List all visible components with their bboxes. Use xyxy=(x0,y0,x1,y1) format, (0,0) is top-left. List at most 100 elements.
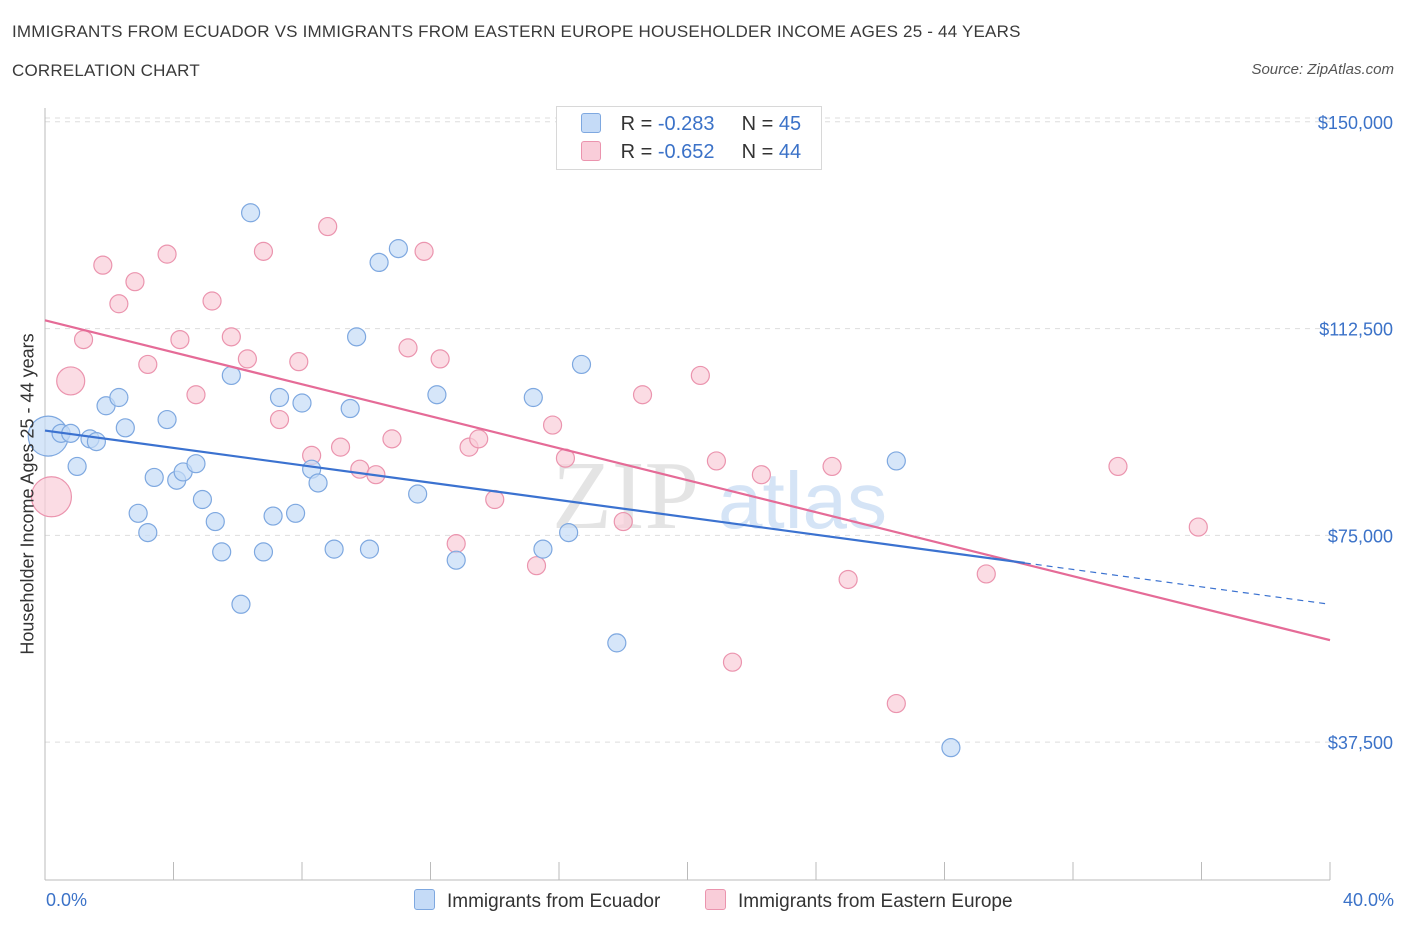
series-eastern-europe-points xyxy=(30,216,1208,714)
europe-data-point xyxy=(398,338,418,358)
europe-data-point xyxy=(822,456,842,477)
ecuador-data-point xyxy=(292,393,312,413)
europe-data-point xyxy=(221,327,241,347)
europe-data-point xyxy=(469,429,489,449)
y-tick-labels: $150,000 $112,500 $75,000 $37,500 xyxy=(1318,113,1393,753)
ecuador-data-point xyxy=(192,489,213,510)
stats-legend-row-ecuador: R = -0.283 N = 45 xyxy=(581,113,801,137)
europe-data-point xyxy=(30,476,73,518)
europe-data-point xyxy=(526,556,547,576)
ecuador-data-point xyxy=(128,503,148,523)
trend-line-ecuador xyxy=(44,429,1025,565)
r-value-europe: -0.652 xyxy=(657,141,715,163)
ecuador-data-point xyxy=(324,539,344,559)
trend-lines xyxy=(44,319,1331,642)
europe-data-point xyxy=(157,244,177,264)
ecuador-data-point xyxy=(269,387,290,408)
europe-data-point xyxy=(318,216,338,237)
ecuador-data-point xyxy=(86,432,107,452)
ecuador-data-point xyxy=(253,542,274,562)
europe-data-point xyxy=(138,354,158,375)
ecuador-data-point xyxy=(559,522,579,543)
ecuador-data-point xyxy=(523,387,543,408)
ecuador-data-point xyxy=(408,484,428,504)
ecuador-data-point xyxy=(533,539,553,559)
europe-data-point xyxy=(125,272,145,292)
europe-data-point xyxy=(382,429,402,449)
europe-data-point xyxy=(1108,456,1128,477)
ecuador-data-point xyxy=(941,738,961,758)
watermark-atlas: atlas xyxy=(718,456,887,545)
europe-data-point xyxy=(93,255,113,275)
europe-data-point xyxy=(1188,517,1208,537)
europe-data-point xyxy=(430,349,450,369)
n-value-ecuador: 45 xyxy=(778,113,802,135)
europe-data-point xyxy=(253,241,274,261)
grid-layer xyxy=(45,117,1330,743)
ecuador-data-point xyxy=(886,451,906,471)
europe-swatch xyxy=(581,141,601,161)
ecuador-data-point xyxy=(263,506,283,526)
legend-item-ecuador[interactable]: Immigrants from Ecuador xyxy=(414,889,660,913)
n-label: N = xyxy=(741,113,774,135)
europe-data-point xyxy=(109,294,129,314)
ecuador-data-point xyxy=(212,542,232,562)
europe-data-point xyxy=(613,511,633,532)
ecuador-data-point xyxy=(205,511,225,532)
ecuador-data-point xyxy=(138,522,158,543)
ecuador-data-point xyxy=(427,385,447,405)
europe-data-point xyxy=(170,330,190,350)
series-ecuador-points xyxy=(27,203,961,758)
n-label: N = xyxy=(741,141,774,163)
europe-data-point xyxy=(289,352,309,372)
europe-data-point xyxy=(886,693,906,714)
y-tick-label: $37,500 xyxy=(1328,733,1393,753)
europe-data-point xyxy=(73,330,94,350)
ecuador-legend-swatch xyxy=(414,889,435,910)
europe-data-point xyxy=(751,465,771,485)
chart-subtitle: CORRELATION CHART xyxy=(12,61,200,80)
ecuador-data-point xyxy=(388,239,408,259)
ecuador-swatch xyxy=(581,113,601,133)
ecuador-data-point xyxy=(347,327,367,347)
legend-label-ecuador: Immigrants from Ecuador xyxy=(447,891,661,912)
europe-data-point xyxy=(237,349,257,369)
europe-data-point xyxy=(690,365,710,386)
europe-data-point xyxy=(542,415,563,435)
ecuador-data-point xyxy=(186,454,206,474)
stats-legend-row-europe: R = -0.652 N = 44 xyxy=(581,141,801,165)
ecuador-data-point xyxy=(115,418,135,438)
ecuador-data-point xyxy=(369,252,389,272)
ecuador-data-point xyxy=(157,409,177,430)
legend-item-eastern-europe[interactable]: Immigrants from Eastern Europe xyxy=(705,889,1013,913)
europe-data-point xyxy=(446,534,466,554)
ecuador-data-point xyxy=(359,539,380,559)
ecuador-data-point xyxy=(571,354,592,375)
y-axis-label: Householder Income Ages 25 - 44 years xyxy=(17,333,38,655)
ecuador-data-point xyxy=(67,456,87,477)
n-value-europe: 44 xyxy=(778,141,802,163)
europe-data-point xyxy=(202,291,222,311)
europe-data-point xyxy=(838,569,858,590)
europe-data-point xyxy=(976,564,996,584)
europe-data-point xyxy=(414,241,434,261)
ecuador-data-point xyxy=(607,633,627,653)
ecuador-data-point xyxy=(241,203,261,223)
europe-legend-swatch xyxy=(705,889,726,910)
r-label: R = xyxy=(620,113,653,135)
r-label: R = xyxy=(620,141,653,163)
ecuador-data-point xyxy=(144,467,164,488)
ecuador-data-point xyxy=(308,473,328,493)
europe-data-point xyxy=(722,652,743,672)
y-tick-label: $75,000 xyxy=(1328,526,1393,546)
legend-label-eastern-europe: Immigrants from Eastern Europe xyxy=(738,891,1013,912)
ecuador-data-point xyxy=(109,387,129,408)
stats-legend: R = -0.283 N = 45 R = -0.652 N = 44 xyxy=(556,106,822,170)
europe-data-point xyxy=(269,409,290,430)
europe-data-point xyxy=(186,385,206,405)
ecuador-data-point xyxy=(446,550,466,570)
source-credit: Source: ZipAtlas.com xyxy=(1251,61,1394,78)
watermark: ZIP atlas xyxy=(552,442,887,550)
r-value-ecuador: -0.283 xyxy=(657,113,715,135)
